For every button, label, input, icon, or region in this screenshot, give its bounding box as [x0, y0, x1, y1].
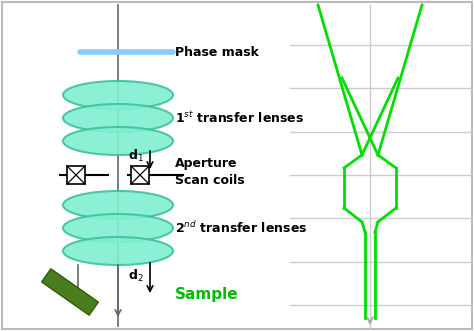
Ellipse shape — [63, 237, 173, 265]
Bar — [67, 166, 85, 184]
Text: 2$^{nd}$ transfer lenses: 2$^{nd}$ transfer lenses — [175, 220, 307, 236]
Ellipse shape — [63, 127, 173, 155]
Polygon shape — [42, 269, 98, 315]
Text: Sample: Sample — [175, 288, 238, 303]
Bar — [131, 166, 149, 184]
Text: d$_1$: d$_1$ — [128, 148, 144, 164]
Text: 1$^{st}$ transfer lenses: 1$^{st}$ transfer lenses — [175, 110, 304, 126]
Ellipse shape — [63, 104, 173, 132]
Ellipse shape — [63, 81, 173, 109]
Text: d$_2$: d$_2$ — [128, 268, 144, 284]
Ellipse shape — [63, 214, 173, 242]
Ellipse shape — [63, 191, 173, 219]
Text: Aperture
Scan coils: Aperture Scan coils — [175, 157, 245, 187]
Text: Phase mask: Phase mask — [175, 45, 259, 59]
